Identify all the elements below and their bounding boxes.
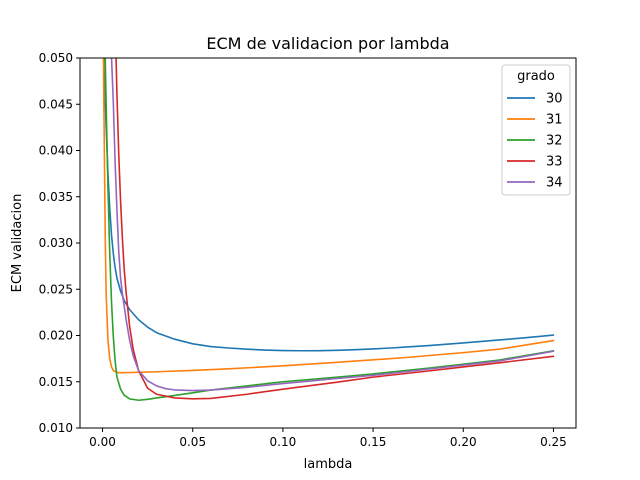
chart-title: ECM de validacion por lambda: [206, 34, 449, 53]
y-tick-label: 0.035: [39, 190, 73, 204]
legend-title: grado: [517, 69, 555, 84]
plot-lines: [102, 58, 555, 402]
series-line-30: [103, 58, 555, 352]
y-tick-label: 0.025: [39, 282, 73, 296]
legend-label-31: 31: [546, 113, 563, 128]
x-axis: 0.00 0.05 0.10 0.15 0.20 0.25: [89, 428, 567, 449]
x-tick-label: 0.25: [540, 435, 567, 449]
y-tick-label: 0.015: [39, 375, 73, 389]
y-tick-label: 0.010: [39, 421, 73, 435]
y-axis: 0.010 0.015 0.020 0.025 0.030 0.035 0.040 0.045…: [39, 51, 80, 435]
legend-label-34: 34: [546, 176, 563, 191]
series-line-31: [102, 58, 555, 374]
x-axis-label: lambda: [304, 457, 353, 472]
y-tick-label: 0.030: [39, 236, 73, 250]
y-tick-label: 0.040: [39, 144, 73, 158]
series-line-32: [104, 58, 555, 402]
x-tick-label: 0.00: [89, 435, 116, 449]
legend: grado 30 31 32 33 34: [501, 64, 571, 196]
legend-label-33: 33: [546, 155, 563, 170]
legend-items: 30 31 32 33 34: [507, 92, 563, 191]
y-tick-label: 0.045: [39, 97, 73, 111]
legend-label-30: 30: [546, 92, 563, 107]
series-line-34: [110, 58, 555, 392]
x-tick-label: 0.15: [360, 435, 387, 449]
y-tick-label: 0.020: [39, 329, 73, 343]
x-tick-label: 0.10: [270, 435, 297, 449]
y-tick-label: 0.050: [39, 51, 73, 65]
series-line-33: [115, 58, 555, 400]
x-tick-label: 0.05: [179, 435, 206, 449]
legend-label-32: 32: [546, 134, 563, 149]
x-tick-label: 0.20: [450, 435, 477, 449]
y-axis-label: ECM validacion: [10, 194, 25, 293]
